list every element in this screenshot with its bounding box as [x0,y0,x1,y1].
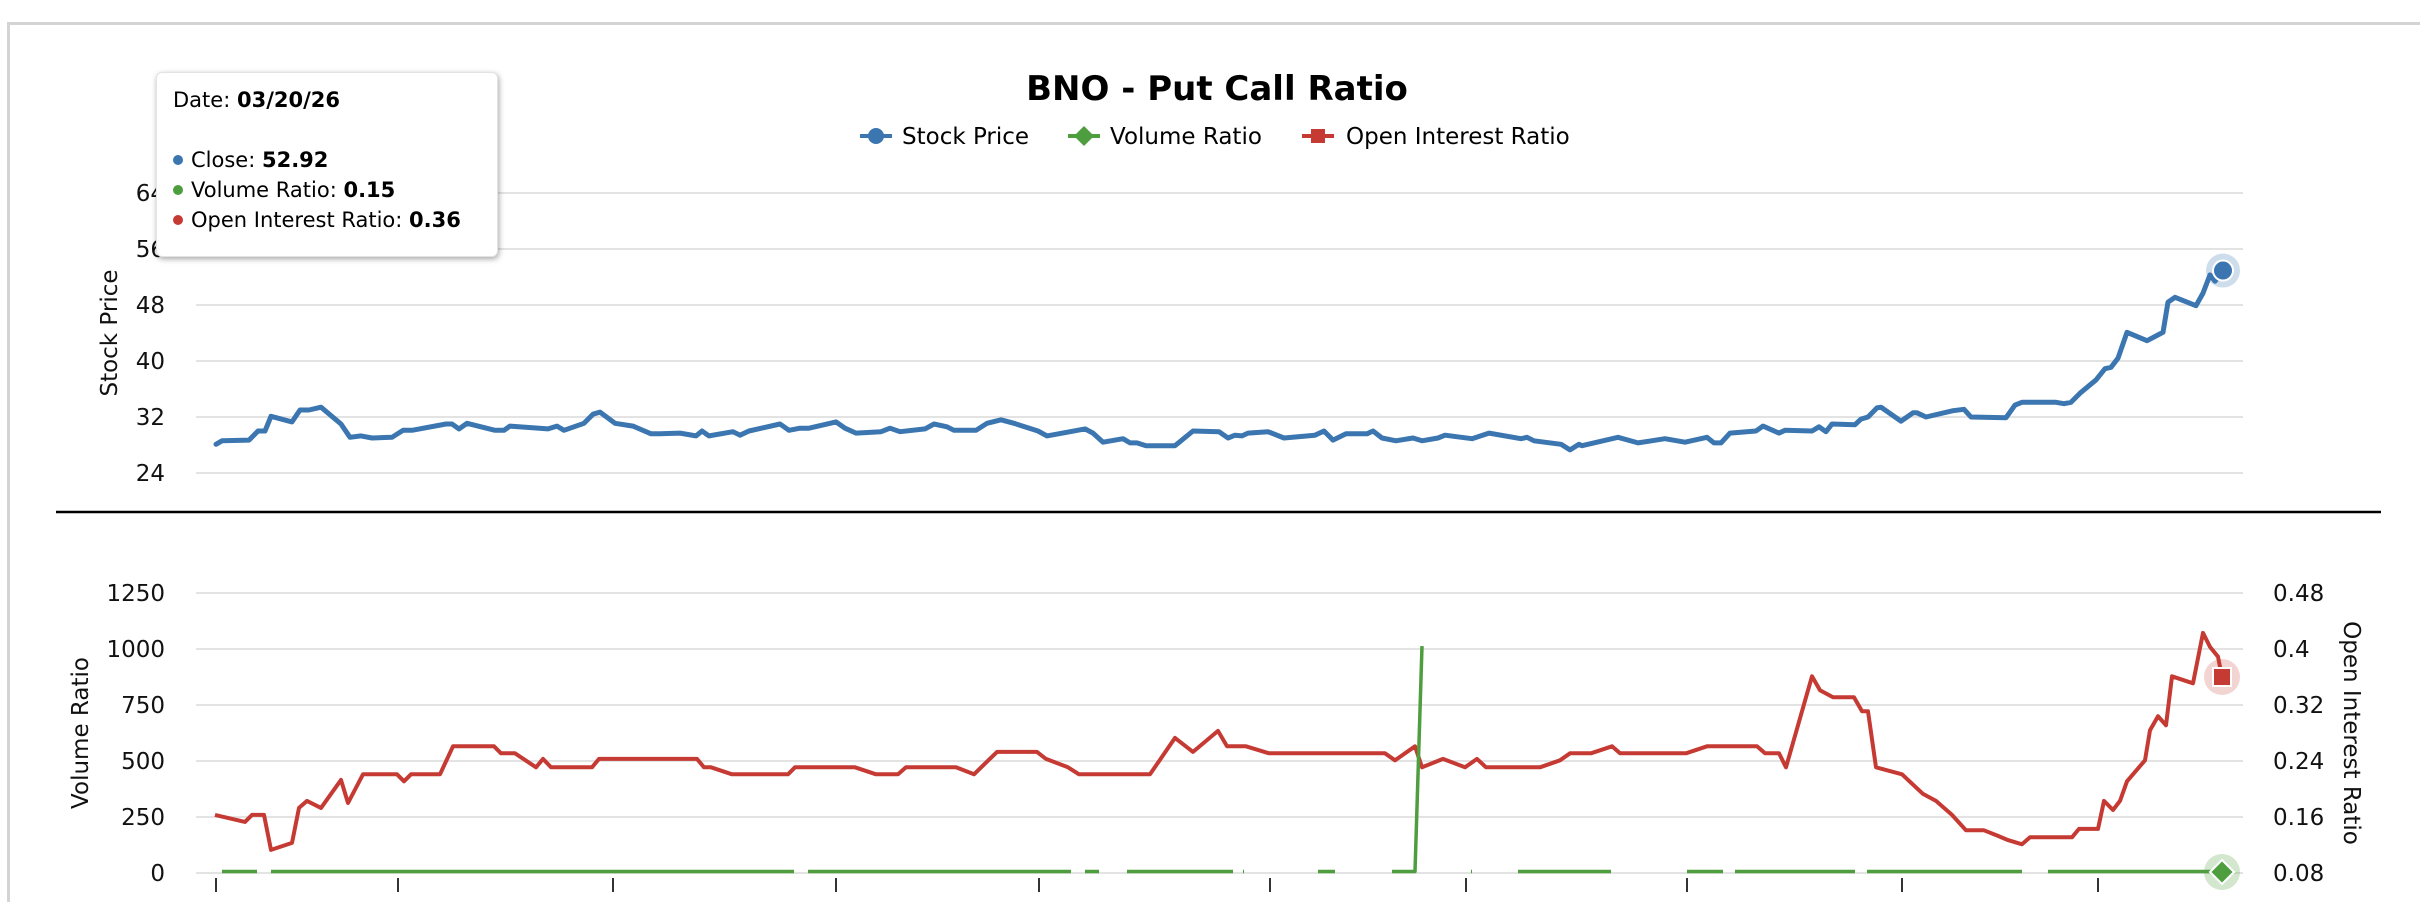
y-tick-label: 1250 [106,581,165,607]
stock-price-axis-title: Stock Price [97,269,123,396]
tooltip-oi-label: Open Interest Ratio: [191,208,403,232]
tooltip-close-value: 52.92 [261,148,329,172]
tooltip-close-dot-icon [173,155,183,165]
volume-marker-diamond [2208,858,2236,886]
y-right-tick-label: 0.4 [2273,637,2310,663]
legend-square-icon [1311,129,1325,143]
volume-ratio-y-axis: 0 250 500 750 1000 1250 [106,581,165,887]
y-right-tick-label: 0.16 [2273,805,2324,831]
tooltip-volume-value: 0.15 [343,178,396,202]
tooltip-volume-label: Volume Ratio: [191,178,337,202]
chart-title: BNO - Put Call Ratio [1026,69,1408,109]
legend-item-open-interest-ratio[interactable]: Open Interest Ratio [1302,124,1570,150]
x-axis-ticks [215,878,2099,892]
tooltip-oi-dot-icon [173,215,183,225]
open-interest-ratio-y-axis: 0.08 0.16 0.24 0.32 0.4 0.48 [2273,581,2324,887]
legend-label-volume-ratio: Volume Ratio [1110,124,1262,150]
y-right-tick-label: 0.08 [2273,861,2324,887]
oi-hover-marker[interactable] [2204,659,2240,695]
legend-diamond-icon [1074,126,1094,146]
chart-panel [7,22,2420,902]
tooltip-row-open-interest-ratio: Open Interest Ratio: 0.36 [173,205,481,235]
y-right-tick-label: 0.48 [2273,581,2324,607]
tooltip-row-volume-ratio: Volume Ratio: 0.15 [173,175,481,205]
stock-price-hover-marker[interactable] [2206,253,2240,288]
oi-marker-square [2212,667,2232,687]
volume-hover-marker[interactable] [2204,854,2240,890]
legend-item-stock-price[interactable]: Stock Price [860,124,1029,150]
legend: Stock Price Volume Ratio Open Interest R… [860,124,1570,150]
y-right-tick-label: 0.24 [2273,749,2324,775]
stock-marker-dot [2212,259,2234,282]
tooltip-row-close: Close: 52.92 [173,145,481,175]
volume-ratio-line[interactable] [222,646,2222,874]
tooltip-volume-dot-icon [173,185,183,195]
open-interest-ratio-axis-title: Open Interest Ratio [2338,621,2364,845]
volume-ratio-axis-title: Volume Ratio [68,657,94,809]
y-tick-label: 48 [136,293,165,319]
y-tick-label: 500 [121,749,165,775]
legend-item-volume-ratio[interactable]: Volume Ratio [1068,124,1262,150]
tooltip-close-label: Close: [191,148,256,172]
y-tick-label: 24 [136,461,165,487]
tooltip-date-row: Date: 03/20/26 [173,85,481,115]
tooltip: Date: 03/20/26 Close: 52.92 Volume Ratio… [156,72,498,257]
tooltip-oi-value: 0.36 [409,208,461,232]
stock-price-gridlines [196,192,2243,474]
legend-circle-icon [868,128,884,144]
y-tick-label: 32 [136,405,165,431]
y-right-tick-label: 0.32 [2273,693,2324,719]
legend-label-open-interest-ratio: Open Interest Ratio [1346,124,1570,150]
legend-label-stock-price: Stock Price [902,124,1029,150]
y-tick-label: 750 [121,693,165,719]
y-tick-label: 0 [150,861,165,887]
open-interest-ratio-line[interactable] [214,630,2224,852]
y-tick-label: 1000 [106,637,165,663]
y-tick-label: 40 [136,349,165,375]
tooltip-date-label: Date: [173,88,231,112]
stock-price-line[interactable] [213,268,2226,453]
y-tick-label: 250 [121,805,165,831]
ratio-gridlines [196,592,2243,874]
tooltip-date-value: 03/20/26 [236,88,340,112]
